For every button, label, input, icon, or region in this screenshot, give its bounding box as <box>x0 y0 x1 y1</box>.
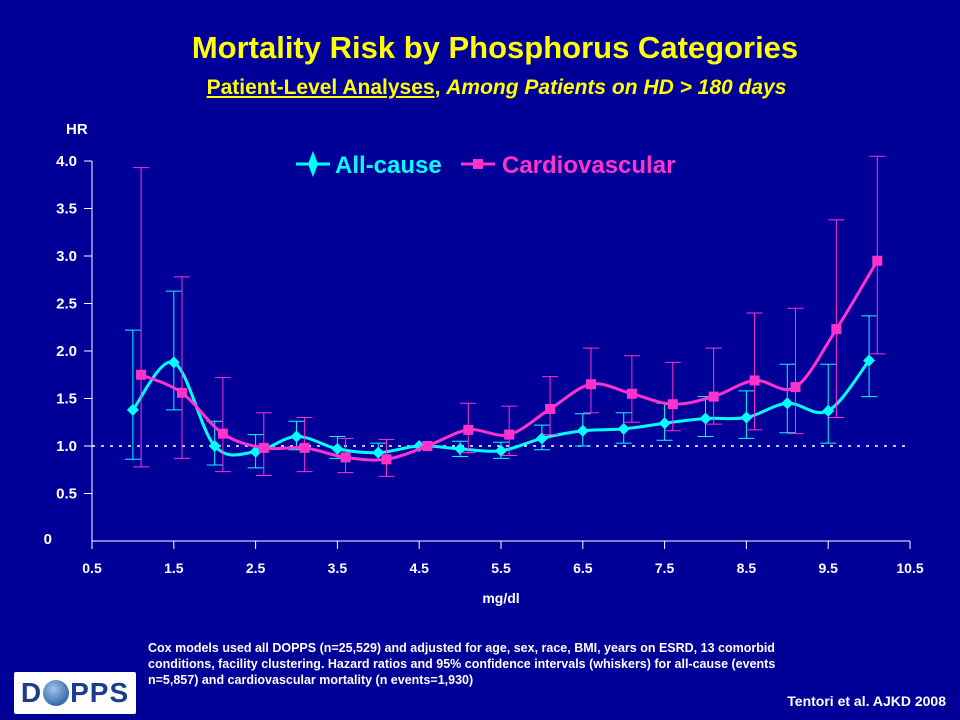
x-tick-label: 6.5 <box>573 560 593 576</box>
y-tick-label: 3.0 <box>56 248 77 265</box>
all-cause-point <box>249 445 262 458</box>
footnote: Cox models used all DOPPS (n=25,529) and… <box>148 641 776 687</box>
y-tick-label: 2.0 <box>56 343 77 360</box>
all-cause-point <box>535 432 548 445</box>
cardiovascular-point <box>504 429 515 440</box>
x-tick-label: 3.5 <box>328 560 348 576</box>
x-tick-label: 10.5 <box>896 560 923 576</box>
all-cause-line <box>131 359 871 457</box>
cardiovascular-point <box>626 388 637 399</box>
all-cause-point <box>699 412 712 425</box>
x-tick-label: 1.5 <box>164 560 184 576</box>
cardiovascular-point <box>585 379 596 390</box>
x-axis-label: mg/dl <box>482 590 519 606</box>
all-cause-point <box>290 430 303 443</box>
cardiovascular-legend-marker <box>473 159 483 169</box>
all-cause-point <box>454 442 467 455</box>
all-cause-legend-marker <box>308 151 318 177</box>
cardiovascular-point <box>176 387 187 398</box>
page-subtitle: Patient-Level Analyses, Among Patients o… <box>0 76 960 100</box>
y-tick-label: 1.0 <box>56 438 77 455</box>
all-cause-point <box>495 444 507 457</box>
all-cause-point <box>208 440 221 452</box>
logo-text-right: PPS <box>70 677 130 708</box>
cardiovascular-point <box>381 454 392 465</box>
cardiovascular-point <box>545 403 556 414</box>
x-tick-label: 9.5 <box>818 560 838 576</box>
page-title: Mortality Risk by Phosphorus Categories <box>191 30 799 65</box>
x-tick-label: 7.5 <box>655 560 675 576</box>
globe-icon <box>43 680 70 706</box>
x-tick-label: 8.5 <box>737 560 757 576</box>
cardiovascular-point <box>790 382 801 393</box>
y-axis-label: HR <box>66 121 88 138</box>
cardiovascular-legend-label: Cardiovascular <box>502 152 675 179</box>
all-cause-point <box>617 422 630 435</box>
cardiovascular-point <box>749 375 760 386</box>
y-tick-label: 3.5 <box>56 201 77 218</box>
cardiovascular-point <box>217 428 228 439</box>
all-cause-point <box>167 356 180 369</box>
logo-text-left: D <box>20 677 43 708</box>
cardiovascular-point <box>463 424 474 435</box>
all-cause-point <box>372 446 385 459</box>
all-cause-point <box>576 424 589 437</box>
cardiovascular-point <box>136 369 147 380</box>
y-tick-label: 0 <box>44 531 52 548</box>
cardiovascular-point <box>340 452 351 463</box>
cardiovascular-point <box>708 391 719 402</box>
all-cause-point <box>863 354 876 367</box>
subtitle-italic: Among Patients on HD > 180 days <box>446 76 787 99</box>
all-cause-point <box>126 403 139 416</box>
mortality-chart: 0 0.5 1.0 1.5 2.0 2.5 3.0 3.5 4.0 0.5 1.5 2.5 3.5 4.5… <box>44 121 924 606</box>
dopps-logo: D PPS <box>14 672 136 714</box>
y-tick-label: 0.5 <box>56 486 77 503</box>
all-cause-legend-label: All-cause <box>335 152 442 179</box>
cardiovascular-point <box>872 255 883 266</box>
x-tick-label: 5.5 <box>491 560 511 576</box>
cardiovascular-point <box>299 442 310 453</box>
y-tick-label: 4.0 <box>56 153 77 170</box>
subtitle-separator: , <box>434 76 447 99</box>
all-cause-point <box>658 417 671 430</box>
y-tick-label: 2.5 <box>56 296 77 313</box>
all-cause-point <box>331 442 344 455</box>
subtitle-underlined: Patient-Level Analyses <box>206 76 435 99</box>
citation: Tentori et al. AJKD 2008 <box>787 693 946 709</box>
cardiovascular-point <box>422 441 433 451</box>
all-cause-point <box>740 411 753 424</box>
all-cause-point <box>822 404 835 417</box>
cardiovascular-point <box>831 324 842 335</box>
cardiovascular-point <box>667 399 678 410</box>
x-tick-label: 4.5 <box>409 560 429 576</box>
all-cause-point <box>781 397 794 410</box>
x-tick-label: 2.5 <box>246 560 266 576</box>
cardiovascular-point <box>258 442 269 453</box>
x-tick-label: 0.5 <box>82 560 102 576</box>
y-tick-label: 1.5 <box>56 391 77 408</box>
